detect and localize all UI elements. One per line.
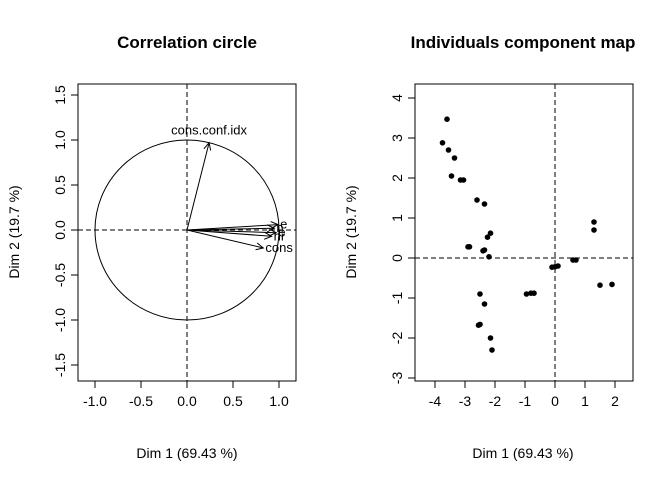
y-axis-label: Dim 2 (19.7 %) [343, 185, 359, 278]
vector-label: cons [265, 240, 293, 255]
individual-point [439, 140, 446, 146]
vector-label: cons.conf.idx [171, 123, 247, 138]
vector-arrowhead [255, 242, 265, 251]
vector-arrowhead [268, 228, 278, 237]
x-tick-label: -4 [429, 393, 442, 409]
x-axis-label: Dim 1 (69.43 %) [136, 445, 237, 461]
y-tick-label: 0.0 [52, 220, 68, 240]
individual-point [477, 321, 483, 328]
individual-point [531, 290, 537, 297]
individual-point [487, 335, 494, 341]
vector-arrowhead [266, 224, 276, 233]
y-tick-label: -0.5 [52, 263, 68, 287]
vector-arrowhead [203, 141, 212, 151]
individual-point [445, 147, 452, 153]
vector-label: n [276, 220, 283, 235]
individual-point [552, 264, 558, 270]
y-tick-label: -2 [389, 332, 405, 345]
origin-guides [415, 84, 633, 381]
individual-point [481, 201, 488, 207]
y-tick-label: 3 [389, 134, 405, 142]
individual-point [451, 155, 458, 161]
individual-point [457, 177, 464, 183]
individual-point [570, 257, 576, 263]
y-tick-label: 1 [389, 214, 405, 222]
x-tick-label: 0.5 [223, 393, 243, 409]
individual-point [481, 247, 488, 253]
vector-label: nr [274, 228, 286, 243]
individual-point [466, 244, 473, 250]
unit-circle-outline [94, 139, 280, 321]
vector-label: e [280, 217, 287, 232]
y-tick-label: 2 [389, 174, 405, 182]
correlation-circle-panel: Correlation circle -1.0 -0.5 0.0 0.5 1.0 -1.5… [6, 33, 297, 461]
x-tick-label: 1 [581, 393, 589, 409]
y-tick-label: 0.5 [52, 175, 68, 195]
individual-point [481, 301, 488, 307]
y-tick-label: -3 [389, 372, 405, 385]
x-tick-label: 2 [611, 393, 619, 409]
y-tick-label: 4 [389, 94, 405, 102]
vector-arrow [186, 229, 264, 249]
x-tick-label: -2 [489, 393, 502, 409]
individual-point [523, 291, 530, 297]
y-tick-label: -1.5 [52, 353, 68, 377]
vector-label: e [278, 225, 285, 240]
vector-arrow [186, 227, 275, 231]
individual-point [484, 234, 491, 240]
individual-point [609, 281, 615, 288]
individual-point [597, 282, 603, 289]
x-tick-label: -1 [519, 393, 532, 409]
individual-point [477, 291, 483, 297]
individuals-map-panel: Individuals component map -4 -3 -2 -1 0 1 2-3-… [343, 33, 635, 461]
x-tick-label: -1.0 [83, 393, 107, 409]
chart-title: Correlation circle [117, 33, 257, 52]
individual-point [474, 197, 480, 203]
y-axis-label: Dim 2 (19.7 %) [6, 185, 22, 278]
individual-point [448, 173, 455, 179]
vector-arrow [186, 224, 279, 231]
individual-point [486, 253, 492, 260]
axis-ticks: -1.0 -0.5 0.0 0.5 1.0 -1.5 -1.0 -0.5 0.0 0.5 1.0 1.… [52, 85, 289, 409]
individual-point [444, 116, 450, 122]
x-tick-label: -0.5 [129, 393, 153, 409]
x-axis-label: Dim 1 (69.43 %) [472, 445, 573, 461]
individual-point [591, 219, 597, 225]
individual-point [487, 230, 494, 236]
x-tick-label: 1.0 [269, 393, 289, 409]
y-tick-label: 1.0 [52, 130, 68, 150]
vector-arrow [186, 229, 277, 234]
y-tick-label: 0 [389, 254, 405, 262]
unit-circle [94, 139, 280, 321]
vector-arrowhead [270, 221, 280, 229]
y-tick-label: 1.5 [52, 85, 68, 105]
vector-arrow [186, 142, 210, 231]
individual-point [591, 227, 597, 233]
y-tick-label: -1.0 [52, 308, 68, 332]
chart-title: Individuals component map [411, 33, 636, 52]
x-tick-label: -3 [459, 393, 472, 409]
vector-arrow [186, 229, 272, 237]
axis-ticks: -4 -3 -2 -1 0 1 2 -3 -2 -1 0 1 2 3 4 [389, 94, 619, 409]
x-tick-label: 0 [551, 393, 559, 409]
y-tick-label: -1 [389, 292, 405, 305]
vector-arrowhead [264, 231, 273, 240]
x-tick-label: 0.0 [177, 393, 197, 409]
plot-frame [414, 83, 634, 382]
individual-points [439, 116, 615, 353]
individual-point [489, 347, 495, 353]
